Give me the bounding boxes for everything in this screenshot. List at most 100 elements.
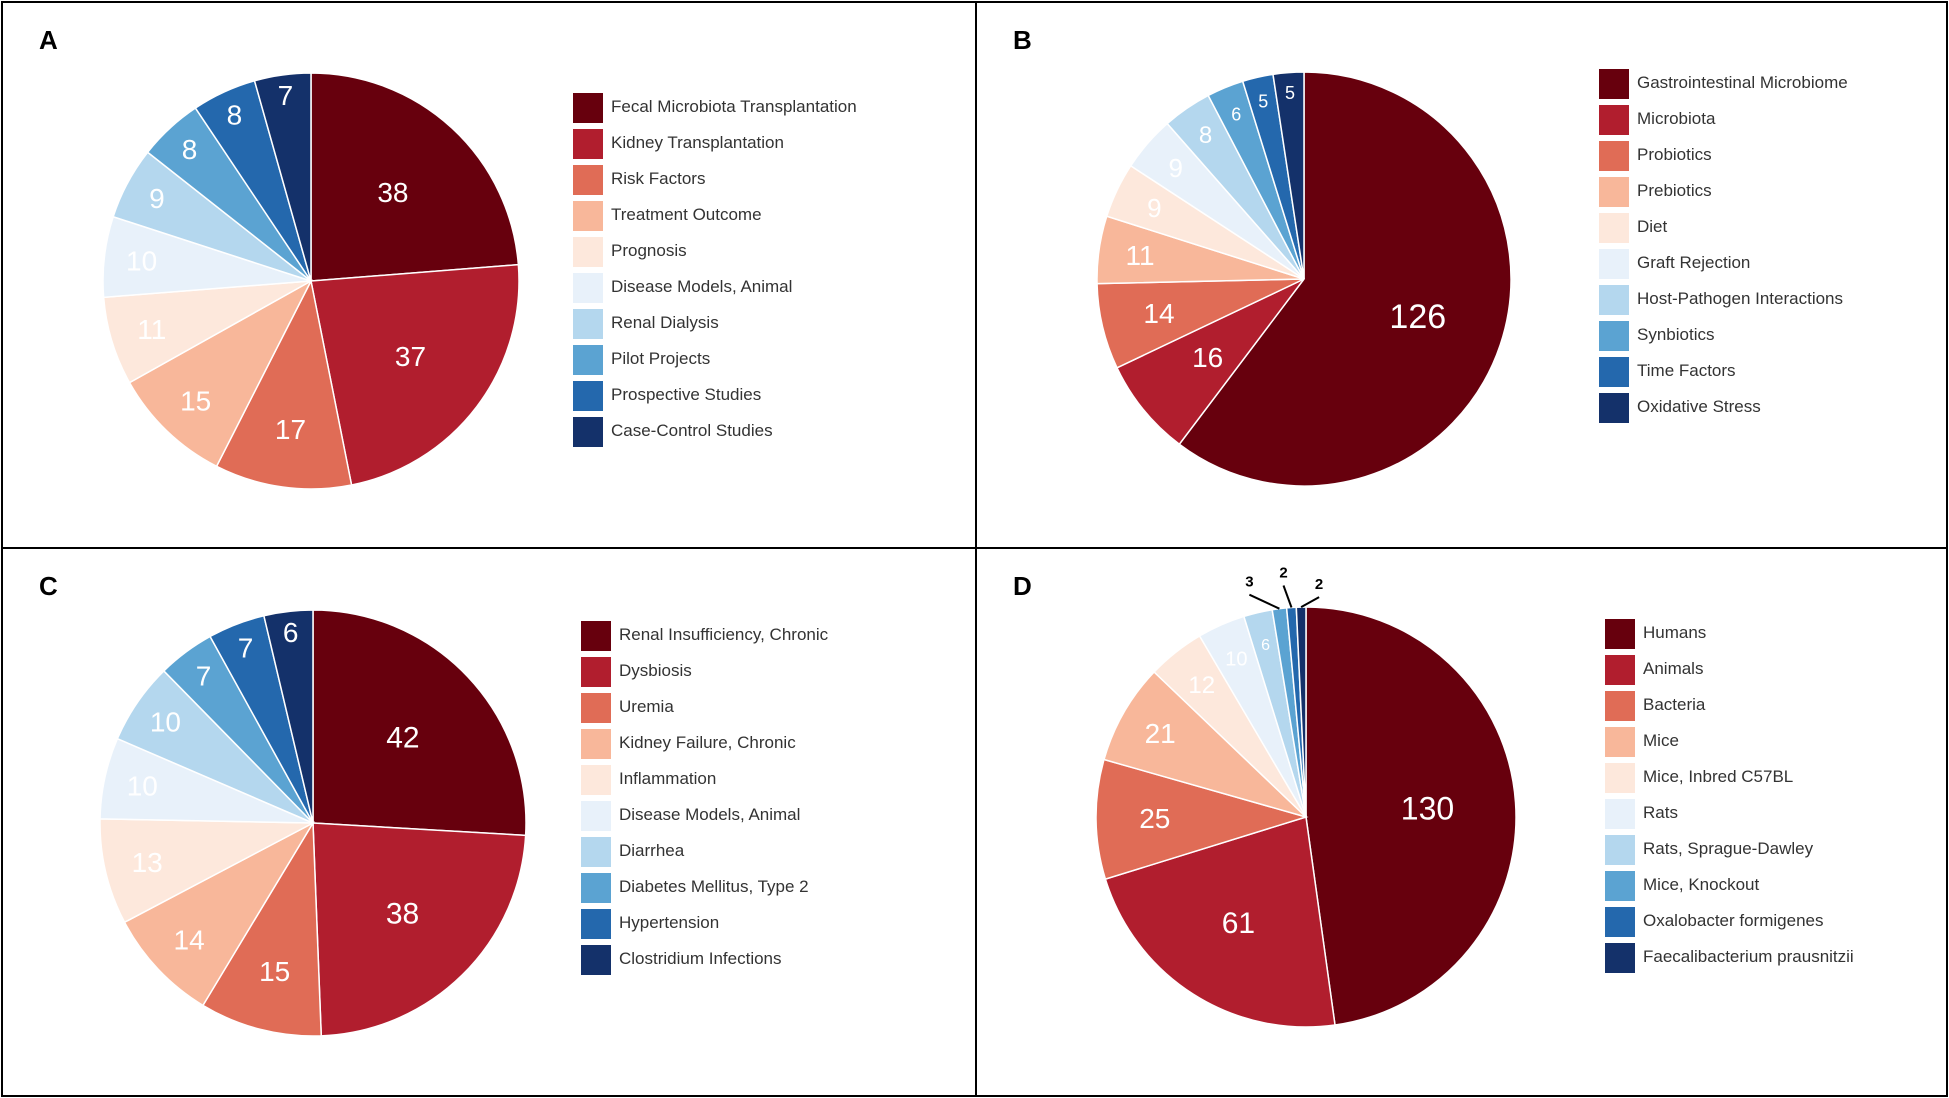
legend-label: Kidney Failure, Chronic [619,733,796,752]
legend-label: Prospective Studies [611,385,762,404]
legend-swatch [581,621,611,651]
pie-slice-case-control-studies [253,72,312,282]
legend-label: Synbiotics [1637,325,1715,344]
slice-value-label: 9 [149,183,165,214]
legend-label: Host-Pathogen Interactions [1637,289,1844,308]
slice-value-label: 16 [1192,342,1223,373]
slice-value-label: 14 [1143,298,1174,329]
legend-label: Disease Models, Animal [611,277,793,296]
slice-value-label: 7 [278,80,294,111]
slice-value-label: 6 [1261,637,1270,654]
legend-swatch [573,237,603,267]
legend-swatch [581,729,611,759]
slice-value-label: 6 [283,617,299,648]
pie-slice-renal-insufficiency-chronic [312,609,527,837]
legend-label: Mice, Inbred C57BL [1643,767,1794,786]
legend-label: Renal Insufficiency, Chronic [619,625,829,644]
leader-line [1300,596,1320,608]
slice-value-label: 3 [1245,574,1253,591]
slice-value-label: 9 [1168,153,1182,183]
legend-swatch [581,657,611,687]
legend-label: Prognosis [611,241,687,260]
legend-label: Treatment Outcome [611,205,762,224]
legend-swatch [573,129,603,159]
legend-label: Clostridium Infections [619,949,782,968]
pie-slice-mice [1103,670,1307,818]
slice-value-label: 14 [174,924,205,955]
panel-b: B 126 16 14 11 9 9 8 6 5 5 Gastrointestinal Micro… [975,1,1948,549]
legend-swatch [573,273,603,303]
pie-slice-microbiota [1116,278,1305,446]
legend-swatch [1599,69,1629,99]
slice-value-label: 5 [1258,92,1268,112]
pie-slice-humans [1305,606,1517,1026]
panel-d: D 130 61 25 21 12 10 6 3 2 2 Humans Animals Bacteri… [975,547,1948,1097]
panel-c: C 42 38 15 14 13 10 10 7 7 6 Renal Insufficiency,… [1,547,977,1097]
legend-swatch [1605,835,1635,865]
legend-label: Faecalibacterium prausnitzii [1643,947,1854,966]
slice-value-label: 38 [386,898,419,931]
legend-swatch [1605,727,1635,757]
pie-slice-kidney-transplantation [310,263,520,486]
legend-swatch [581,909,611,939]
pie-slice-inflammation [99,818,314,924]
legend-swatch [573,309,603,339]
legend-label: Inflammation [619,769,717,788]
pie-slice-treatment-outcome [128,279,313,468]
legend-label: Fecal Microbiota Transplantation [611,97,857,116]
legend-swatch [1605,943,1635,973]
slice-value-label: 38 [377,177,408,208]
legend-swatch [1599,105,1629,135]
legend-swatch [1599,321,1629,351]
pie-chart-d: 130 61 25 21 12 10 6 3 2 2 [1095,565,1517,1028]
legend-swatch [1605,907,1635,937]
pie-slice-gastrointestinal-microbiome [1178,71,1512,487]
slice-value-label: 7 [196,661,212,692]
legend-label: Case-Control Studies [611,421,773,440]
legend-label: Kidney Transplantation [611,133,784,152]
slice-value-label: 10 [150,706,181,737]
pie-slice-oxidative-stress [1272,71,1305,280]
legend-label: Renal Dialysis [611,313,719,332]
legend-swatch [581,801,611,831]
legend-label: Pilot Projects [611,349,711,368]
legend-swatch [573,345,603,375]
panel-letter: A [39,25,58,55]
legend-label: Microbiota [1637,109,1716,128]
legend-swatch [581,765,611,795]
slice-value-label: 12 [1188,672,1215,699]
panel-letter: C [39,571,58,601]
slice-value-label: 8 [182,134,198,165]
slice-value-label: 10 [1225,649,1247,671]
pie-slice-animals [1104,816,1336,1028]
panel-letter: B [1013,25,1032,55]
legend-label: Time Factors [1637,361,1736,380]
legend-label: Mice, Knockout [1643,875,1760,894]
legend-label: Mice [1643,731,1679,750]
legend-swatch [573,93,603,123]
panel-a: A 38 37 17 15 11 10 9 8 8 7 Fecal Microbiota Tran… [1,1,977,549]
legend-swatch [1599,213,1629,243]
legend-label: Rats, Sprague-Dawley [1643,839,1814,858]
slice-value-label: 130 [1401,791,1454,827]
legend-label: Graft Rejection [1637,253,1751,272]
slice-value-label: 42 [386,722,419,755]
slice-value-label: 2 [1279,565,1287,582]
legend-swatch [581,837,611,867]
slice-value-label: 7 [238,633,254,664]
pie-slice-risk-factors [215,278,353,490]
legend-swatch [1605,763,1635,793]
slice-value-label: 10 [127,771,158,802]
legend-label: Rats [1643,803,1678,822]
leader-line [1248,593,1280,610]
legend-swatch [1599,357,1629,387]
slice-value-label: 11 [137,314,166,345]
legend-label: Diabetes Mellitus, Type 2 [619,877,809,896]
legend-swatch [581,873,611,903]
slice-value-label: 15 [259,956,290,987]
pie-slice-uremia [201,820,323,1037]
legend-label: Hypertension [619,913,720,932]
legend-swatch [581,693,611,723]
legend-label: Probiotics [1637,145,1712,164]
